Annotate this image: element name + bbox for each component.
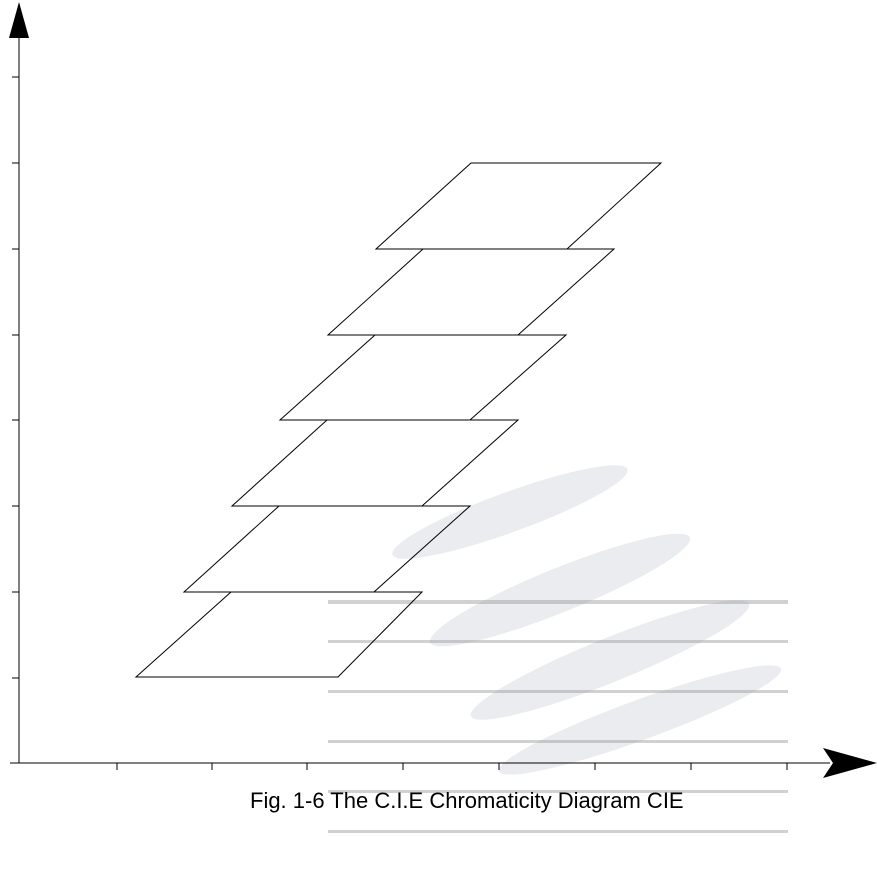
plane bbox=[374, 162, 663, 250]
x-axis bbox=[10, 748, 877, 778]
x-ticks bbox=[116, 763, 788, 770]
x-arrow bbox=[823, 748, 877, 778]
plane bbox=[134, 591, 424, 678]
plane bbox=[230, 419, 520, 507]
background-streaks bbox=[392, 465, 782, 775]
plane bbox=[278, 334, 568, 421]
caption: Fig. 1-6 The C.I.E Chromaticity Diagram … bbox=[250, 788, 684, 813]
planes bbox=[134, 162, 663, 678]
y-arrow bbox=[9, 2, 29, 38]
y-axis bbox=[9, 2, 29, 763]
y-ticks bbox=[12, 76, 19, 679]
background-bands bbox=[328, 600, 788, 833]
plane bbox=[326, 248, 616, 336]
plane bbox=[182, 505, 472, 593]
